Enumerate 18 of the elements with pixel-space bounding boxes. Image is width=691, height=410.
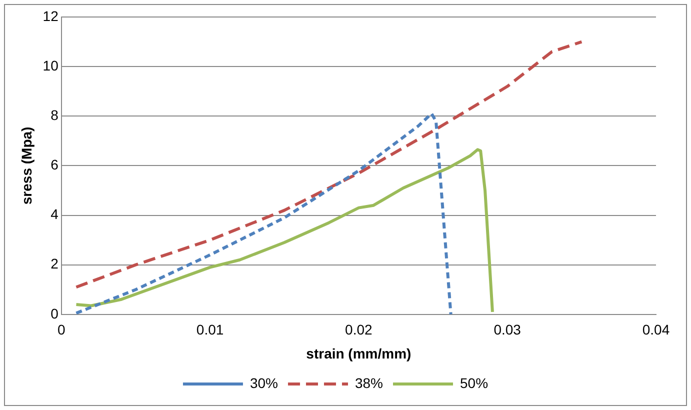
legend-label: 50% [460, 374, 488, 391]
x-tick-label: 0.04 [642, 322, 670, 338]
x-tick-label: 0.02 [345, 322, 373, 338]
y-tick-label: 0 [50, 305, 59, 322]
y-axis-title: sress (Mpa) [18, 126, 34, 205]
y-tick-label: 2 [50, 256, 59, 272]
line-series [74, 40, 584, 289]
y-tick-label: 6 [50, 156, 59, 173]
x-tick-label: 0.03 [494, 322, 522, 338]
y-tick-label: 10 [42, 57, 59, 74]
legend-label: 30% [250, 374, 278, 391]
y-tick-label: 8 [50, 106, 59, 123]
x-axis-title: strain (mm/mm) [306, 345, 412, 362]
y-tick-label: 12 [42, 8, 59, 24]
line-series [74, 112, 452, 314]
x-tick-label: 0.01 [196, 322, 224, 338]
y-tick-label: 4 [50, 206, 59, 222]
legend-label: 38% [354, 374, 384, 391]
